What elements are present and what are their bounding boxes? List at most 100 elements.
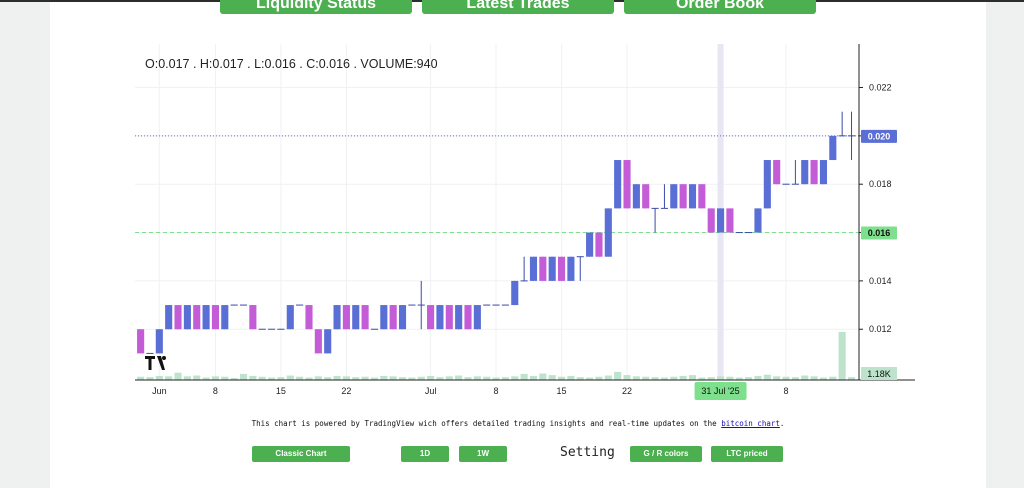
candle-body (539, 256, 547, 281)
volume-bar (342, 376, 350, 380)
candle-body (324, 329, 332, 354)
volume-bar (277, 377, 285, 380)
candle-body (707, 208, 715, 233)
candle-body (249, 305, 257, 330)
candle-body (586, 232, 594, 257)
volume-bar (333, 375, 341, 380)
candle-body (473, 305, 481, 330)
volume-bar (239, 373, 248, 380)
candle-body (801, 160, 809, 185)
candle-body (595, 232, 603, 257)
reference-price-label: 0.016 (868, 228, 891, 238)
volume-label: 1.18K (867, 369, 891, 379)
gr-colors-button[interactable]: G / R colors (630, 446, 702, 462)
candle-body (305, 305, 313, 330)
candle-body (642, 184, 650, 209)
volume-bar (436, 377, 444, 380)
volume-bar (576, 377, 584, 380)
candle-body (398, 305, 407, 330)
candle-body (436, 305, 444, 330)
candle-body (754, 208, 762, 233)
y-tick-label: 0.012 (869, 324, 892, 334)
volume-bar (735, 377, 743, 380)
volume-bar (810, 376, 818, 380)
volume-bar (614, 371, 622, 380)
volume-bar (249, 375, 257, 380)
candle-body (773, 160, 781, 185)
setting-label: Setting (560, 445, 615, 460)
volume-bar (258, 376, 266, 380)
candle-body (174, 305, 182, 330)
volume-bar (464, 377, 472, 380)
candle-body (361, 305, 369, 330)
volume-bar (146, 377, 154, 380)
volume-bar (557, 376, 566, 380)
ltc-priced-button[interactable]: LTC priced (711, 446, 783, 462)
candle-body (380, 305, 388, 330)
bitcoin-chart-link[interactable]: bitcoin chart (721, 419, 780, 428)
candle-body (763, 160, 771, 209)
candle-body (557, 256, 566, 281)
interval-1d-button[interactable]: 1D (401, 446, 449, 462)
volume-bar (698, 377, 706, 380)
candle-body (819, 160, 828, 185)
volume-bar (230, 377, 238, 380)
volume-bar (417, 376, 425, 380)
candle-body (314, 329, 322, 354)
x-tick-label: Jun (152, 386, 167, 396)
candle-body (632, 184, 640, 209)
x-tick-label: Jul (425, 386, 437, 396)
volume-bar (548, 375, 556, 380)
volume-bar (539, 373, 547, 380)
tradingview-logo-icon (162, 356, 166, 360)
candle-body (670, 184, 678, 209)
volume-badge (861, 367, 897, 380)
volume-bar (324, 377, 332, 380)
classic-chart-button[interactable]: Classic Chart (252, 446, 350, 462)
candle-body (688, 184, 697, 209)
candle-body (829, 135, 837, 161)
candle-body (286, 305, 294, 330)
candle-body (202, 305, 210, 330)
candle-body (221, 305, 229, 330)
volume-bar (604, 375, 612, 380)
x-tick-label: 8 (494, 386, 499, 396)
candle-body (567, 256, 575, 281)
volume-bar (305, 377, 313, 380)
volume-bar (193, 375, 201, 380)
tab-latest-trades[interactable]: Latest Trades (422, 0, 614, 14)
candle-body (604, 208, 612, 257)
candle-body (726, 208, 734, 233)
tab-order-book[interactable]: Order Book (624, 0, 816, 14)
candle-body (183, 305, 191, 330)
candle-body (614, 160, 622, 209)
candle-body (548, 256, 556, 281)
volume-bar (642, 376, 650, 380)
volume-bar (586, 377, 594, 380)
interval-1w-button[interactable]: 1W (459, 446, 507, 462)
candle-body (211, 305, 219, 330)
volume-bar (314, 376, 322, 380)
volume-bar (352, 377, 360, 380)
candle-body (352, 305, 360, 330)
candle-body (342, 305, 350, 330)
volume-bar (707, 377, 715, 380)
volume-bar (520, 373, 528, 380)
powered-by-text: This chart is powered by TradingView wic… (50, 419, 986, 428)
tab-liquidity-status[interactable]: Liquidity Status (220, 0, 412, 14)
volume-bar (445, 376, 453, 380)
x-tick-label: 22 (341, 386, 351, 396)
candle-body (427, 305, 435, 330)
volume-bar (745, 377, 753, 380)
candlestick-chart[interactable]: 0.0120.0140.0160.0180.0200.0220.0200.016… (135, 44, 915, 402)
candle-body (333, 305, 341, 330)
tradingview-logo-icon (157, 356, 165, 370)
last-price-label: 0.020 (868, 131, 891, 141)
volume-bar (483, 376, 491, 380)
volume-bar (455, 375, 463, 380)
crosshair-date-label: 31 Jul '25 (701, 386, 739, 396)
volume-bar (211, 376, 219, 380)
ohlc-legend: O:0.017 . H:0.017 . L:0.016 . C:0.016 . … (145, 57, 438, 71)
volume-bar (137, 376, 145, 380)
candle-body (155, 329, 163, 354)
